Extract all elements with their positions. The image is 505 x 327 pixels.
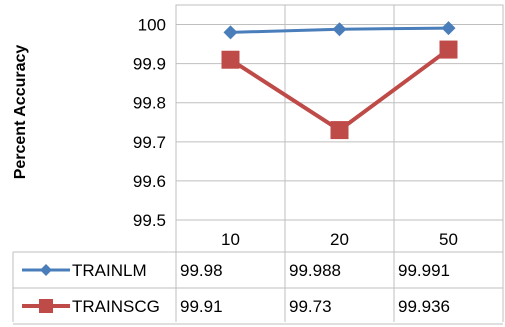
data-point-square bbox=[439, 40, 458, 59]
table-value-cell: 99.988 bbox=[289, 261, 341, 280]
y-tick-label: 99.6 bbox=[133, 172, 166, 191]
legend-key-marker bbox=[39, 299, 53, 313]
y-tick-label: 99.8 bbox=[133, 94, 166, 113]
plot-area-frame bbox=[175, 4, 504, 221]
x-category-label: 20 bbox=[330, 230, 349, 249]
series-layer bbox=[221, 21, 458, 140]
data-point-diamond bbox=[332, 22, 347, 37]
legend-series-name: TRAINSCG bbox=[72, 297, 160, 316]
table-value-cell: 99.991 bbox=[398, 261, 450, 280]
series-line-trainscg bbox=[229, 47, 450, 133]
table-value-cell: 99.73 bbox=[289, 297, 332, 316]
y-tick-label: 100 bbox=[138, 16, 166, 35]
data-point-diamond bbox=[223, 25, 238, 40]
x-category-label: 10 bbox=[221, 230, 240, 249]
data-point-square bbox=[330, 121, 349, 140]
y-tick-label: 99.9 bbox=[133, 55, 166, 74]
legend-series-name: TRAINLM bbox=[72, 261, 147, 280]
data-point-diamond bbox=[441, 21, 456, 36]
y-axis-label: Percent Accuracy bbox=[12, 45, 29, 180]
y-tick-labels: 99.5 99.6 99.7 99.8 99.9 100 bbox=[133, 16, 166, 230]
data-table: 10 20 50 TRAINLM 99.98 99.988 99.991 TRAINSCG 99… bbox=[12, 220, 504, 325]
x-category-label: 50 bbox=[439, 230, 458, 249]
legend-key-marker bbox=[40, 264, 52, 276]
table-value-cell: 99.98 bbox=[180, 261, 223, 280]
table-value-cell: 99.936 bbox=[398, 297, 450, 316]
y-tick-label: 99.5 bbox=[133, 211, 166, 230]
data-point-square bbox=[221, 50, 240, 69]
y-tick-label: 99.7 bbox=[133, 133, 166, 152]
table-value-cell: 99.91 bbox=[180, 297, 223, 316]
